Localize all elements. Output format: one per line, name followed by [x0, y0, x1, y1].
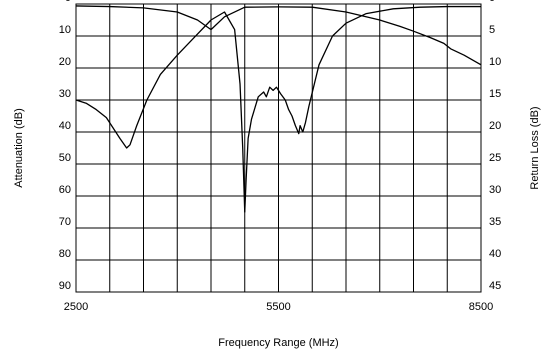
y-right-tick-label: 35	[489, 216, 501, 228]
y-right-tick-label: 30	[489, 184, 501, 196]
y-right-tick-label: 45	[489, 280, 501, 292]
y-axis-label-right: Return Loss (dB)	[529, 106, 541, 189]
y-right-tick-label: 5	[489, 24, 495, 36]
y-left-tick-label: 90	[59, 280, 71, 292]
y-right-tick-labels: 0 5 10 15 20 25 30 35 40 45	[489, 0, 501, 292]
y-left-tick-label: 20	[59, 56, 71, 68]
chart-series-group	[75, 5, 482, 213]
x-axis-label: Frequency Range (MHz)	[218, 337, 338, 349]
y-right-tick-label: 20	[489, 120, 501, 132]
x-tick-labels: 2500 5500 8500	[64, 301, 493, 313]
x-tick-label: 8500	[469, 301, 493, 313]
y-left-tick-label: 0	[65, 0, 71, 4]
y-left-tick-label: 60	[59, 184, 71, 196]
x-tick-label: 2500	[64, 301, 88, 313]
y-left-tick-label: 70	[59, 216, 71, 228]
y-right-tick-label: 40	[489, 248, 501, 260]
y-left-tick-label: 10	[59, 24, 71, 36]
y-axis-label-left: Attenuation (dB)	[13, 108, 25, 188]
y-left-tick-label: 30	[59, 88, 71, 100]
y-right-tick-label: 10	[489, 56, 501, 68]
plot-frame	[75, 3, 482, 293]
y-right-tick-label: 0	[489, 0, 495, 4]
y-left-tick-label: 40	[59, 120, 71, 132]
y-left-tick-labels: 0 10 20 30 40 50 60 70 80 90	[59, 0, 71, 292]
y-left-tick-label: 80	[59, 248, 71, 260]
chart-grid	[75, 3, 482, 293]
y-right-tick-label: 15	[489, 88, 501, 100]
y-left-tick-label: 50	[59, 152, 71, 164]
x-tick-label: 5500	[266, 301, 290, 313]
series-line-1	[75, 5, 482, 66]
y-right-tick-label: 25	[489, 152, 501, 164]
series-line-2	[75, 5, 481, 213]
